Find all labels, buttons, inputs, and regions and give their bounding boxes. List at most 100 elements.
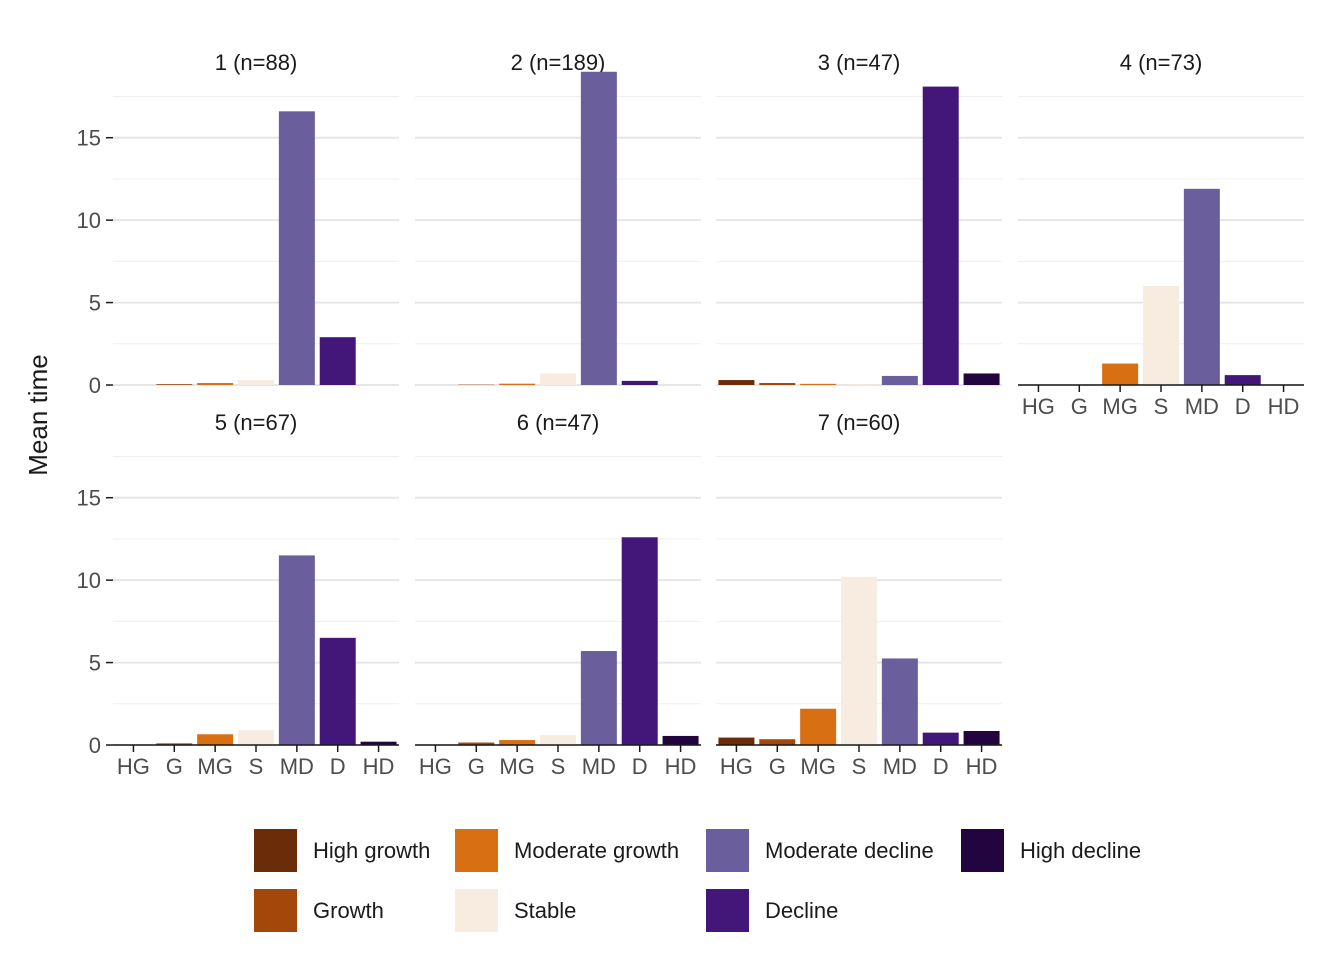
panel-title: 4 (n=73) (1120, 50, 1203, 75)
legend-swatch (961, 829, 1004, 872)
x-tick-label: HD (1268, 394, 1300, 419)
x-tick-label: MD (883, 754, 917, 779)
panel-title: 7 (n=60) (818, 410, 901, 435)
x-tick-label: D (330, 754, 346, 779)
x-tick-label: D (933, 754, 949, 779)
legend-swatch (706, 889, 749, 932)
legend: High growth Growth Moderate growth Stable Mo… (254, 829, 1141, 932)
x-tick-label: HD (665, 754, 697, 779)
y-tick-label: 15 (77, 126, 101, 151)
panel-1: 1 (n=88) 0 5 10 15 (77, 50, 399, 398)
y-tick-label: 0 (89, 733, 101, 758)
bar-hd (963, 373, 1000, 385)
bar-d (319, 337, 356, 385)
bar-d (621, 380, 658, 385)
panel-title: 6 (n=47) (517, 410, 600, 435)
bar-hg (718, 380, 755, 385)
bar-hd (963, 730, 1000, 745)
legend-label: Stable (514, 898, 576, 923)
bar-d (1224, 375, 1261, 385)
legend-swatch (254, 889, 297, 932)
x-tick-label: G (769, 754, 786, 779)
legend-label: High growth (313, 838, 430, 863)
bar-d (922, 86, 959, 385)
legend-item: Moderate decline (706, 829, 934, 872)
x-tick-label: G (166, 754, 183, 779)
x-tick-label: HG (1022, 394, 1055, 419)
legend-label: High decline (1020, 838, 1141, 863)
bar-mg (800, 383, 837, 385)
bar-md (278, 111, 315, 385)
legend-label: Growth (313, 898, 384, 923)
y-axis-label: Mean time (23, 354, 53, 475)
bar-md (580, 651, 617, 745)
bar-hg (718, 737, 755, 745)
panel-title: 2 (n=189) (511, 50, 606, 75)
y-tick-label: 0 (89, 373, 101, 398)
bar-md (881, 375, 918, 385)
x-tick-label: MG (800, 754, 835, 779)
panel-6: 6 (n=47) HG G MG S MD D HD (415, 410, 701, 779)
bar-mg (1102, 363, 1139, 385)
panel-3: 3 (n=47) (716, 50, 1002, 386)
bar-d (319, 637, 356, 745)
x-tick-label: G (1071, 394, 1088, 419)
legend-swatch (254, 829, 297, 872)
legend-label: Moderate growth (514, 838, 679, 863)
panel-title: 3 (n=47) (818, 50, 901, 75)
panel-5: 5 (n=67) 0 5 10 15 HG G MG S MD D HD (77, 410, 399, 779)
bar-s (238, 380, 274, 385)
panel-title: 1 (n=88) (215, 50, 298, 75)
bar-s (540, 735, 576, 745)
bar-mg (197, 383, 234, 385)
bar-md (881, 658, 918, 745)
x-tick-label: G (468, 754, 485, 779)
x-tick-label: S (852, 754, 867, 779)
x-tick-label: D (1235, 394, 1251, 419)
x-tick-label: MD (280, 754, 314, 779)
bar-md (278, 555, 315, 745)
legend-swatch (455, 889, 498, 932)
y-tick-label: 15 (77, 486, 101, 511)
legend-label: Decline (765, 898, 838, 923)
legend-swatch (455, 829, 498, 872)
legend-label: Moderate decline (765, 838, 934, 863)
legend-item: High decline (961, 829, 1141, 872)
legend-item: High growth (254, 829, 430, 872)
bar-hd (360, 741, 397, 745)
bar-g (156, 743, 193, 745)
panel-4: 4 (n=73) HG G MG S MD D HD (1018, 50, 1304, 419)
bar-mg (499, 383, 536, 385)
panels: 1 (n=88) 0 5 10 15 2 (n=189) 3 (n=47) 4 (n=73) H… (77, 50, 1304, 779)
x-tick-label: S (249, 754, 264, 779)
x-tick-label: HD (363, 754, 395, 779)
bar-s (1143, 286, 1179, 385)
bar-md (580, 71, 617, 385)
x-tick-label: HG (419, 754, 452, 779)
panel-7: 7 (n=60) HG G MG S MD D HD (716, 410, 1002, 779)
bar-s (540, 373, 576, 385)
x-tick-label: MD (1185, 394, 1219, 419)
bar-g (156, 384, 193, 385)
x-tick-label: MG (1102, 394, 1137, 419)
bar-md (1183, 188, 1220, 385)
x-tick-label: HG (720, 754, 753, 779)
x-tick-label: S (1154, 394, 1169, 419)
x-tick-label: D (632, 754, 648, 779)
y-tick-label: 10 (77, 568, 101, 593)
x-tick-label: HG (117, 754, 150, 779)
legend-item: Stable (455, 889, 576, 932)
x-tick-label: MG (197, 754, 232, 779)
legend-item: Moderate growth (455, 829, 679, 872)
bar-hd (662, 735, 699, 745)
bar-g (759, 383, 796, 385)
bar-d (922, 732, 959, 745)
x-tick-label: MD (582, 754, 616, 779)
x-tick-label: HD (966, 754, 998, 779)
legend-item: Growth (254, 889, 384, 932)
bar-s (238, 730, 274, 745)
y-tick-label: 5 (89, 651, 101, 676)
legend-swatch (706, 829, 749, 872)
bar-mg (499, 740, 536, 745)
